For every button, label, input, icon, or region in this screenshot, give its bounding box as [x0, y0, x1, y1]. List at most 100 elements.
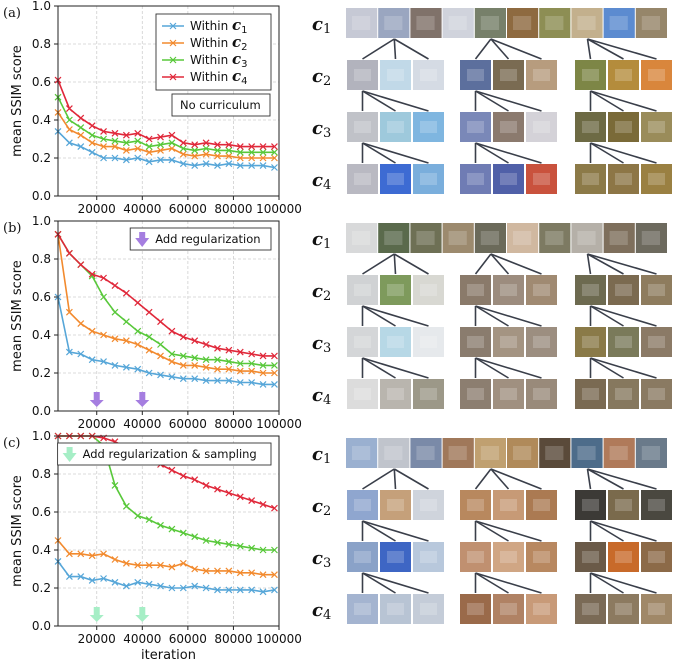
data-point: [157, 582, 164, 590]
tree-connector: [590, 142, 624, 164]
data-point: [191, 533, 199, 541]
thumbnail-highlight: [387, 336, 404, 348]
data-point: [259, 500, 267, 508]
annotation-text: Add regularization & sampling: [83, 447, 257, 461]
data-point: [202, 139, 210, 147]
tree-connector: [475, 572, 509, 594]
data-point: [157, 371, 164, 379]
data-point: [179, 139, 187, 147]
thumbnail-image: [526, 60, 557, 90]
tree-connector: [362, 520, 429, 542]
thumbnail-image: [380, 490, 411, 520]
tree-connector: [362, 305, 396, 327]
data-point: [157, 156, 164, 164]
data-point: [145, 333, 153, 341]
x-tick-label: 60000: [169, 202, 207, 216]
tree-connector: [474, 38, 492, 60]
data-point: [225, 358, 233, 366]
thumbnail-highlight: [513, 231, 532, 245]
tree-connector: [590, 90, 624, 112]
thumbnail-highlight: [615, 603, 632, 615]
data-point: [134, 137, 142, 145]
thumbnail-image: [347, 327, 378, 357]
x-tick-label: 100000: [256, 417, 302, 431]
data-point: [157, 318, 164, 326]
legend-marker: [169, 73, 177, 81]
thumbnail-highlight: [354, 121, 371, 133]
thumbnail-highlight: [354, 173, 371, 185]
data-point: [100, 127, 107, 135]
thumbnail-highlight: [467, 336, 484, 348]
thumbnail-highlight: [533, 551, 550, 563]
data-point: [259, 571, 267, 579]
thumbnail-highlight: [582, 336, 599, 348]
thumbnail-highlight: [609, 16, 628, 30]
thumbnail-highlight: [387, 603, 404, 615]
thumbnail-highlight: [500, 388, 517, 400]
data-point: [77, 550, 85, 558]
thumbnail-image: [460, 164, 491, 194]
tree-connector: [393, 468, 397, 490]
data-point: [225, 152, 233, 160]
data-point: [122, 146, 130, 154]
thumbnail-highlight: [448, 231, 467, 245]
data-point: [134, 512, 142, 520]
thumbnail-image: [608, 327, 639, 357]
thumbnail-highlight: [467, 284, 484, 296]
thumbnail-image: [539, 438, 571, 468]
data-point: [214, 152, 221, 160]
y-tick-label: 0.6: [32, 505, 51, 519]
data-point: [191, 146, 199, 154]
thumbnail-highlight: [480, 16, 499, 30]
thumbnail-image: [641, 490, 672, 520]
thumbnail-image: [460, 594, 491, 624]
y-tick-label: 0.6: [32, 75, 51, 89]
thumbnail-highlight: [545, 16, 564, 30]
data-point: [88, 327, 96, 335]
data-point: [214, 146, 221, 154]
thumbnail-highlight: [513, 446, 532, 460]
x-tick-label: 40000: [123, 632, 161, 646]
data-point: [168, 584, 176, 592]
thumbnail-highlight: [609, 446, 628, 460]
tree-connector: [587, 253, 624, 275]
y-tick-label: 0.8: [32, 467, 51, 481]
data-point: [111, 361, 119, 369]
thumbnail-image: [608, 112, 639, 142]
y-tick-label: 1.0: [32, 0, 51, 13]
data-point: [88, 552, 96, 560]
thumbnail-highlight: [513, 16, 532, 30]
thumbnail-highlight: [500, 121, 517, 133]
data-point: [168, 156, 176, 164]
thumbnail-image: [460, 275, 491, 305]
thumbnail-highlight: [533, 69, 550, 81]
y-tick-label: 0.2: [32, 581, 51, 595]
data-point: [259, 546, 267, 554]
thumbnail-highlight: [533, 121, 550, 133]
thumbnail-image: [493, 327, 524, 357]
y-tick-label: 0.0: [32, 619, 51, 633]
row-label-c1: c1: [312, 444, 331, 467]
thumbnail-highlight: [648, 284, 665, 296]
thumbnail-image: [641, 327, 672, 357]
data-point: [214, 586, 221, 594]
data-point: [248, 162, 256, 170]
data-point: [202, 567, 210, 575]
thumbnail-image: [460, 327, 491, 357]
thumbnail-highlight: [500, 173, 517, 185]
data-point: [145, 158, 153, 166]
data-point: [225, 377, 233, 385]
data-point: [134, 561, 142, 569]
thumbnail-highlight: [354, 284, 371, 296]
panel-label: (a): [3, 6, 21, 21]
x-tick-label: 60000: [169, 632, 207, 646]
data-point: [191, 337, 199, 345]
data-point: [271, 546, 278, 554]
data-point: [65, 249, 73, 257]
data-point: [248, 544, 256, 552]
thumbnail-highlight: [480, 446, 499, 460]
tree-connector: [474, 468, 492, 490]
thumbnail-image: [493, 594, 524, 624]
tree-connector: [362, 520, 396, 542]
x-tick-label: 80000: [214, 417, 252, 431]
